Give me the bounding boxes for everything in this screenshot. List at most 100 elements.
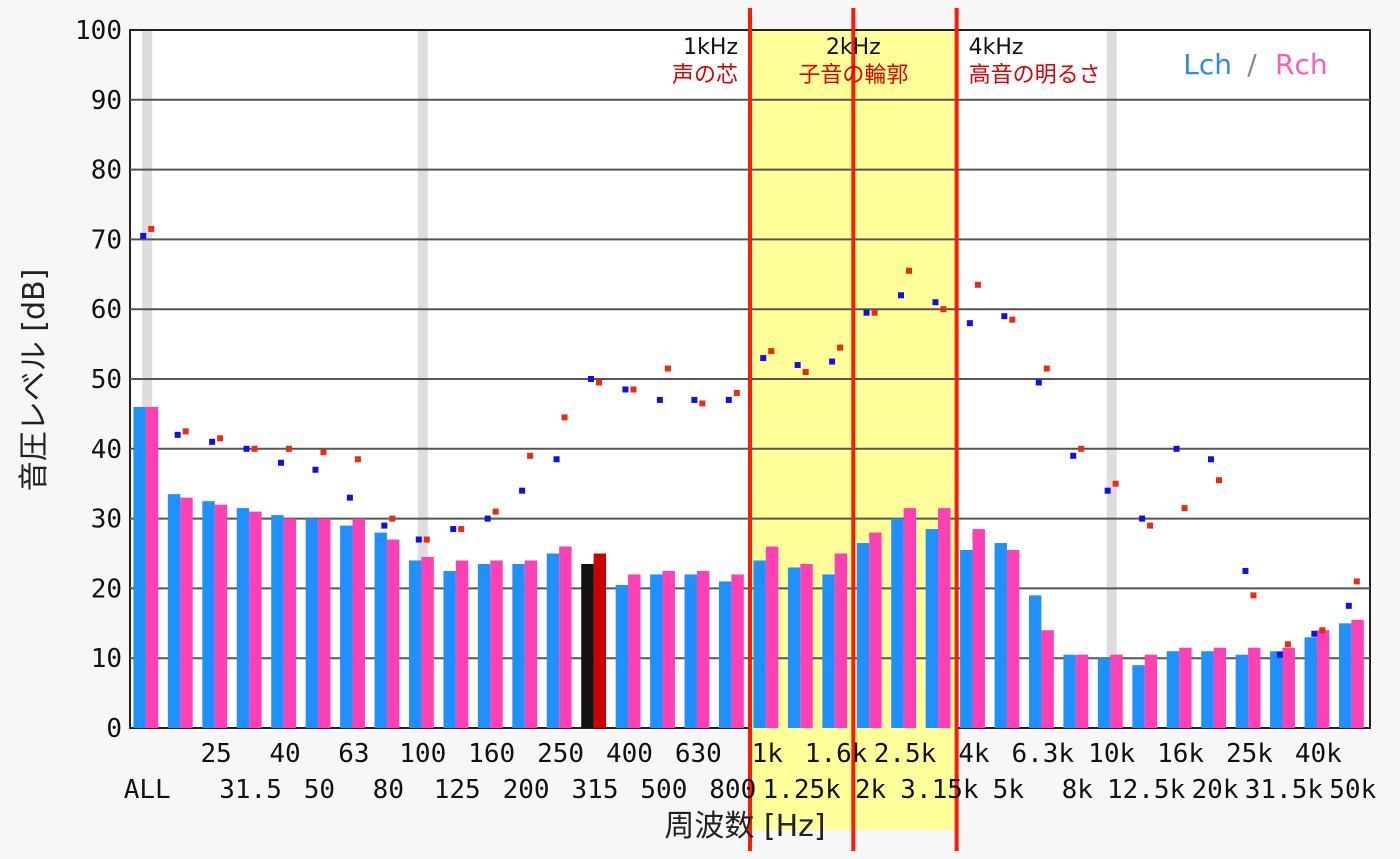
- bar-rch: [180, 497, 193, 728]
- x-tick-label-bottom: 31.5k: [1245, 775, 1324, 805]
- bar-lch: [409, 560, 422, 728]
- x-tick-label-top: 100: [399, 739, 446, 769]
- x-tick-label-top: 4k: [958, 739, 990, 769]
- x-tick-label-top: 400: [606, 739, 653, 769]
- annotation-freq: 2kHz: [826, 35, 881, 60]
- bar-rch: [1282, 647, 1295, 728]
- bar-series: [133, 406, 1364, 728]
- point-rch: [906, 267, 912, 274]
- point-rch: [1147, 522, 1154, 529]
- x-tick-label-top: 250: [537, 739, 584, 769]
- bar-lch: [891, 518, 904, 728]
- frequency-markers: [748, 8, 959, 851]
- bar-lch: [1339, 623, 1352, 728]
- point-lch: [863, 309, 870, 316]
- point-rch: [492, 508, 499, 515]
- point-lch: [725, 396, 732, 403]
- point-lch: [1139, 515, 1146, 522]
- point-lch: [1345, 602, 1352, 609]
- point-lch: [140, 232, 147, 239]
- x-tick-label-bottom: 200: [503, 775, 550, 805]
- bar-rch: [938, 508, 951, 728]
- bar-rch: [318, 518, 331, 728]
- x-tick-label-top: 2.5k: [874, 739, 937, 769]
- point-rch: [527, 452, 534, 459]
- y-tick-label: 40: [91, 435, 122, 465]
- point-rch: [251, 445, 258, 452]
- point-rch: [1009, 316, 1016, 323]
- x-tick-label-bottom: 3.15k: [900, 775, 979, 805]
- y-tick-label: 70: [91, 225, 122, 255]
- bar-lch: [271, 515, 284, 728]
- bar-rch: [1316, 630, 1330, 728]
- x-tick-label-top: 160: [468, 739, 515, 769]
- bar-rch: [214, 504, 228, 728]
- x-tick-label-bottom: 800: [709, 775, 756, 805]
- bar-lch: [650, 574, 663, 728]
- point-rch: [837, 344, 844, 351]
- y-tick-label: 100: [75, 16, 122, 46]
- bar-lch: [1270, 651, 1283, 728]
- x-tick-labels: 25 40 63 100 160 250 400 630 1k 1.6k 2.5k 4k 6.3k 10k…: [124, 739, 1377, 805]
- bar-rch: [249, 511, 262, 728]
- y-tick-label: 50: [91, 365, 122, 395]
- x-tick-label-top: 25k: [1226, 739, 1273, 769]
- x-tick-label-top: 16k: [1157, 739, 1204, 769]
- point-lch: [278, 459, 284, 466]
- bar-rch: [869, 532, 882, 728]
- point-rch: [1181, 505, 1188, 512]
- point-lch: [932, 299, 939, 306]
- x-tick-label-top: 6.3k: [1011, 739, 1074, 769]
- bar-rch: [421, 556, 434, 728]
- bar-lch: [167, 494, 181, 728]
- point-rch: [1043, 365, 1050, 372]
- bar-rch: [628, 574, 641, 728]
- bar-rch: [1144, 654, 1158, 728]
- point-rch: [1216, 477, 1222, 484]
- bar-lch: [925, 529, 939, 728]
- bar-rch: [1110, 654, 1123, 728]
- x-tick-label-bottom: 50: [304, 775, 335, 805]
- x-tick-label-bottom: 315: [572, 775, 619, 805]
- bar-rch: [800, 563, 813, 728]
- bar-rch: [352, 518, 365, 728]
- bar-rch: [524, 560, 538, 728]
- bar-lch: [581, 563, 594, 728]
- x-tick-label-top: 10k: [1088, 739, 1135, 769]
- bar-rch: [386, 539, 400, 728]
- x-tick-label-top: 63: [338, 739, 369, 769]
- bar-lch: [1304, 637, 1317, 728]
- bar-rch: [1179, 647, 1192, 728]
- point-lch: [209, 438, 216, 445]
- x-tick-label-bottom: 80: [373, 775, 404, 805]
- bar-rch: [490, 560, 503, 728]
- point-rch: [871, 309, 878, 316]
- x-tick-label-bottom: 5k: [993, 775, 1025, 805]
- x-tick-label-top: 630: [675, 739, 722, 769]
- bar-rch: [283, 518, 297, 728]
- point-rch: [354, 456, 361, 463]
- bar-lch: [684, 574, 697, 728]
- bar-lch: [1235, 654, 1249, 728]
- point-lch: [1173, 445, 1180, 452]
- annotation-freq: 1kHz: [683, 35, 738, 60]
- bar-rch: [731, 574, 744, 728]
- point-rch: [664, 365, 671, 372]
- point-rch: [148, 225, 155, 232]
- bar-rch: [903, 508, 917, 728]
- x-tick-label-top: 1.6k: [805, 739, 868, 769]
- y-tick-label: 90: [91, 86, 122, 116]
- legend: Lch / Rch: [1183, 48, 1327, 81]
- point-rch: [182, 428, 189, 435]
- point-rch: [389, 515, 396, 522]
- legend-separator: /: [1247, 48, 1257, 81]
- point-rch: [1112, 480, 1119, 487]
- x-tick-label-bottom: 1.25k: [763, 775, 842, 805]
- point-rch: [1353, 578, 1360, 585]
- bar-rch: [972, 529, 985, 728]
- bar-lch: [994, 543, 1007, 728]
- point-lch: [966, 320, 973, 327]
- bar-lch: [477, 563, 491, 728]
- point-lch: [1208, 456, 1214, 463]
